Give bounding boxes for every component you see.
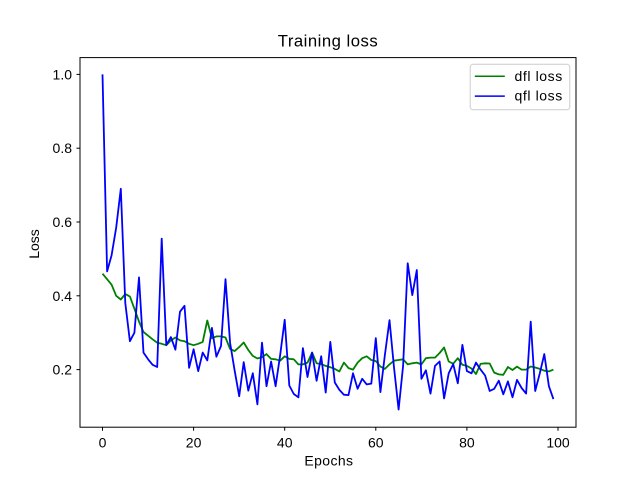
svg-text:80: 80 [459, 434, 475, 450]
svg-text:0.6: 0.6 [53, 214, 73, 230]
svg-text:qfl loss: qfl loss [515, 88, 563, 104]
svg-text:0.4: 0.4 [53, 288, 73, 304]
svg-text:60: 60 [368, 434, 384, 450]
svg-text:100: 100 [546, 434, 570, 450]
svg-text:Training loss: Training loss [278, 31, 378, 50]
svg-text:Loss: Loss [26, 229, 42, 259]
svg-text:0: 0 [99, 434, 107, 450]
svg-text:40: 40 [277, 434, 293, 450]
svg-text:20: 20 [186, 434, 202, 450]
svg-text:Epochs: Epochs [304, 452, 353, 468]
svg-text:1.0: 1.0 [53, 67, 73, 83]
svg-text:0.8: 0.8 [53, 140, 73, 156]
svg-text:0.2: 0.2 [53, 362, 73, 378]
svg-text:dfl loss: dfl loss [515, 68, 563, 84]
